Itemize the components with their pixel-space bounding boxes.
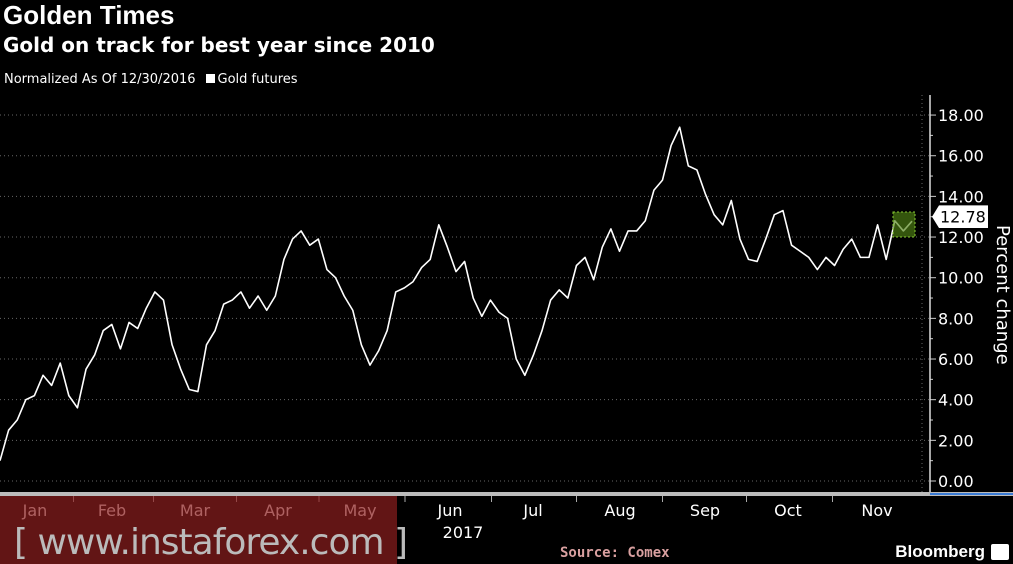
y-tick-label: 14.00 <box>938 187 984 206</box>
y-tick-label: 16.00 <box>938 147 984 166</box>
y-axis-label: Percent change <box>992 225 1013 365</box>
watermark-band <box>0 496 397 564</box>
legend-swatch-icon <box>205 74 215 83</box>
y-tick-label: 6.00 <box>938 350 974 369</box>
legend: Normalized As Of 12/30/2016 Gold futures <box>4 72 298 87</box>
normalized-note: Normalized As Of 12/30/2016 <box>4 72 196 87</box>
x-tick-label: Jul <box>522 501 542 520</box>
last-point-marker <box>892 211 916 238</box>
y-tick-label: 12.00 <box>938 228 984 247</box>
chart-subtitle: Gold on track for best year since 2010 <box>3 33 435 57</box>
x-axis-band-right <box>930 493 1013 495</box>
last-value-label: 12.78 <box>940 208 986 227</box>
chart-title: Golden Times <box>3 0 175 30</box>
x-tick-label: Sep <box>690 501 720 520</box>
x-axis-band <box>0 492 1013 496</box>
y-tick-label: 10.00 <box>938 269 984 288</box>
watermark-text: [ www.instaforex.com ] <box>14 522 408 563</box>
bloomberg-icon <box>991 544 1009 560</box>
y-tick-label: 8.00 <box>938 309 974 328</box>
y-tick-label: 0.00 <box>938 472 974 491</box>
x-year-label: 2017 <box>443 523 484 542</box>
y-tick-label: 18.00 <box>938 106 984 125</box>
y-tick-label: 4.00 <box>938 391 974 410</box>
x-tick-label: Jun <box>437 501 463 520</box>
x-tick-label: Oct <box>774 501 802 520</box>
legend-series-label: Gold futures <box>217 72 298 87</box>
bloomberg-logo: Bloomberg <box>895 542 985 561</box>
source-note: Source: Comex <box>560 545 670 561</box>
x-tick-label: Nov <box>861 501 892 520</box>
y-tick-label: 2.00 <box>938 431 974 450</box>
last-value-tag <box>932 205 988 229</box>
x-tick-label: Aug <box>604 501 635 520</box>
gold-futures-line <box>0 126 913 461</box>
